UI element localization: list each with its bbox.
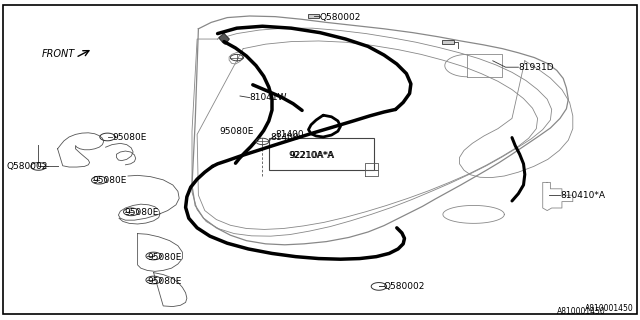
Text: 92210A*A: 92210A*A	[288, 151, 333, 160]
Text: 95080E: 95080E	[125, 208, 159, 217]
Text: 95080E: 95080E	[93, 176, 127, 185]
Text: A810001450: A810001450	[557, 308, 605, 316]
Text: 95080E: 95080E	[147, 253, 182, 262]
Text: 92210A*A: 92210A*A	[289, 151, 335, 160]
Text: 81931D: 81931D	[518, 63, 554, 72]
Text: 95080E: 95080E	[219, 127, 253, 136]
Text: 810410*A: 810410*A	[560, 191, 605, 200]
Text: Q580002: Q580002	[6, 162, 48, 171]
Text: 95080E: 95080E	[147, 277, 182, 286]
Bar	[442, 40, 454, 44]
Text: FRONT: FRONT	[42, 49, 75, 60]
Text: Q580002: Q580002	[320, 13, 362, 22]
Text: 81041W: 81041W	[250, 93, 287, 102]
Text: 81400: 81400	[270, 133, 299, 142]
Text: Q580002: Q580002	[384, 282, 426, 291]
Text: 81400: 81400	[275, 130, 304, 139]
Bar	[308, 14, 319, 18]
Bar	[269, 138, 374, 170]
Text: A810001450: A810001450	[585, 304, 634, 313]
Text: 95080E: 95080E	[112, 133, 147, 142]
Polygon shape	[219, 34, 229, 44]
